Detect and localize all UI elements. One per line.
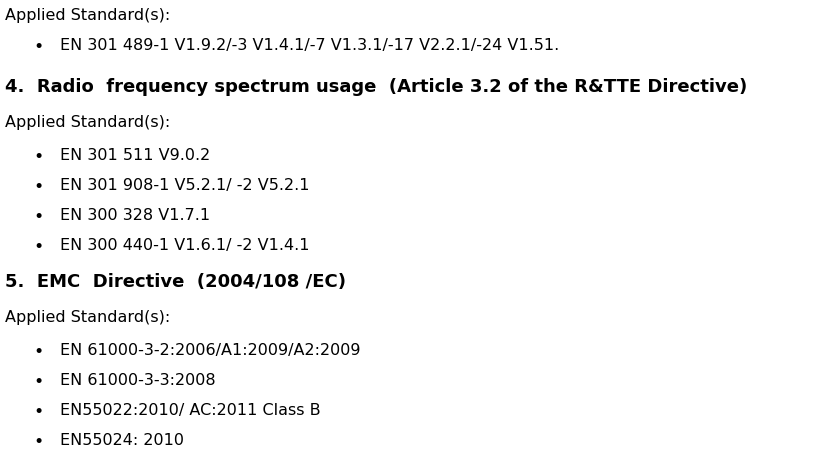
Text: EN55024: 2010: EN55024: 2010 bbox=[60, 433, 184, 448]
Text: Applied Standard(s):: Applied Standard(s): bbox=[5, 310, 170, 325]
Text: EN55022:2010/ AC:2011 Class B: EN55022:2010/ AC:2011 Class B bbox=[60, 403, 321, 418]
Text: •: • bbox=[33, 148, 44, 166]
Text: •: • bbox=[33, 38, 44, 56]
Text: •: • bbox=[33, 238, 44, 256]
Text: •: • bbox=[33, 343, 44, 361]
Text: •: • bbox=[33, 178, 44, 196]
Text: EN 301 908-1 V5.2.1/ -2 V5.2.1: EN 301 908-1 V5.2.1/ -2 V5.2.1 bbox=[60, 178, 310, 193]
Text: •: • bbox=[33, 373, 44, 391]
Text: •: • bbox=[33, 208, 44, 226]
Text: EN 300 440-1 V1.6.1/ -2 V1.4.1: EN 300 440-1 V1.6.1/ -2 V1.4.1 bbox=[60, 238, 310, 253]
Text: 4.  Radio  frequency spectrum usage  (Article 3.2 of the R&TTE Directive): 4. Radio frequency spectrum usage (Artic… bbox=[5, 78, 747, 96]
Text: EN 301 489-1 V1.9.2/-3 V1.4.1/-7 V1.3.1/-17 V2.2.1/-24 V1.51.: EN 301 489-1 V1.9.2/-3 V1.4.1/-7 V1.3.1/… bbox=[60, 38, 559, 53]
Text: Applied Standard(s):: Applied Standard(s): bbox=[5, 8, 170, 23]
Text: EN 61000-3-2:2006/A1:2009/A2:2009: EN 61000-3-2:2006/A1:2009/A2:2009 bbox=[60, 343, 360, 358]
Text: EN 301 511 V9.0.2: EN 301 511 V9.0.2 bbox=[60, 148, 210, 163]
Text: Applied Standard(s):: Applied Standard(s): bbox=[5, 115, 170, 130]
Text: EN 61000-3-3:2008: EN 61000-3-3:2008 bbox=[60, 373, 216, 388]
Text: 5.  EMC  Directive  (2004/108 /EC): 5. EMC Directive (2004/108 /EC) bbox=[5, 273, 346, 291]
Text: •: • bbox=[33, 433, 44, 451]
Text: •: • bbox=[33, 403, 44, 421]
Text: EN 300 328 V1.7.1: EN 300 328 V1.7.1 bbox=[60, 208, 210, 223]
